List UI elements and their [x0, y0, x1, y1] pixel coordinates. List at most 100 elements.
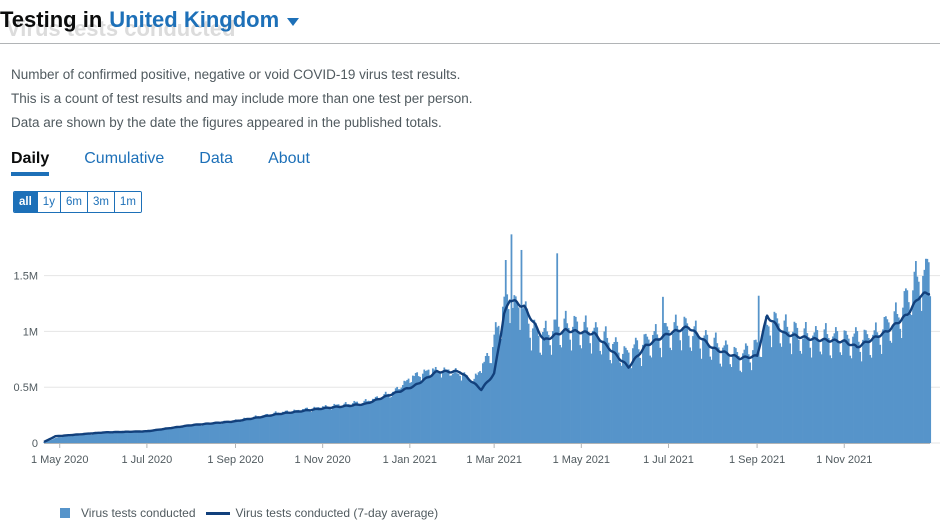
daily-bar	[534, 322, 537, 443]
daily-bar	[506, 294, 509, 443]
daily-bar	[410, 382, 413, 443]
daily-bar	[897, 317, 900, 443]
daily-bar	[270, 415, 273, 443]
daily-bar	[783, 320, 786, 443]
tab-data[interactable]: Data	[199, 150, 234, 167]
daily-bar	[260, 418, 263, 443]
daily-bar	[279, 415, 281, 443]
daily-bar	[84, 434, 87, 443]
daily-bar	[129, 431, 131, 443]
daily-bar	[917, 281, 920, 443]
daily-bar	[391, 391, 394, 443]
daily-bar	[617, 352, 620, 443]
title-prefix: Testing in	[0, 7, 103, 32]
range-1y-button[interactable]: 1y	[37, 192, 61, 212]
daily-bar	[769, 335, 772, 443]
daily-bar	[925, 258, 927, 443]
daily-bar	[703, 335, 706, 443]
daily-bar	[589, 343, 591, 443]
daily-bar	[694, 320, 697, 443]
daily-bar	[553, 319, 556, 443]
daily-bar	[143, 430, 146, 443]
daily-bar	[846, 334, 849, 443]
daily-bar	[660, 357, 663, 443]
daily-bar	[337, 404, 340, 443]
range-6m-button[interactable]: 6m	[60, 192, 88, 212]
daily-bar	[903, 291, 906, 443]
daily-bar	[540, 354, 543, 443]
daily-bar	[194, 423, 197, 443]
tests-chart[interactable]: 0 0.5M 1M 1.5M 1 May 2020 1 Jul 2020 1 Sep 20…	[0, 224, 940, 474]
daily-bar	[283, 412, 286, 443]
daily-bar	[244, 418, 247, 443]
card-description: Number of confirmed positive, negative o…	[11, 63, 473, 135]
daily-bar	[637, 349, 640, 443]
daily-bar	[297, 409, 300, 443]
daily-bar	[829, 355, 832, 443]
daily-bar	[373, 399, 376, 443]
daily-bar	[756, 342, 759, 443]
daily-bar	[604, 326, 607, 443]
daily-bar	[482, 363, 484, 443]
daily-bar	[186, 425, 188, 443]
daily-bar	[400, 387, 403, 443]
area-selector[interactable]: United Kingdom	[109, 7, 280, 32]
daily-bar	[296, 410, 298, 443]
daily-bar	[249, 419, 251, 443]
daily-bar	[459, 375, 461, 443]
daily-bar	[309, 410, 311, 443]
daily-bar	[516, 301, 519, 443]
daily-bar	[170, 428, 173, 443]
tab-cumulative[interactable]: Cumulative	[84, 150, 165, 167]
daily-bar	[54, 437, 57, 443]
daily-bar	[103, 432, 106, 443]
daily-bar	[371, 398, 374, 443]
daily-bar	[679, 340, 681, 443]
range-1m-button[interactable]: 1m	[114, 192, 141, 212]
daily-bar	[915, 261, 917, 443]
daily-bar	[336, 404, 339, 443]
daily-bar	[107, 432, 110, 443]
daily-bar	[80, 435, 83, 443]
tab-about[interactable]: About	[268, 150, 310, 167]
daily-bar	[500, 338, 503, 443]
daily-bar	[767, 326, 770, 443]
daily-bar	[353, 400, 356, 443]
ghost-title: Virus tests conducted	[6, 16, 236, 41]
daily-bar	[722, 347, 724, 443]
daily-bar	[311, 408, 314, 443]
daily-bar	[837, 341, 840, 443]
range-3m-button[interactable]: 3m	[87, 192, 115, 212]
daily-bar	[193, 424, 196, 443]
average-line	[43, 291, 931, 443]
daily-bar	[656, 334, 659, 443]
daily-bar	[612, 343, 614, 443]
range-all-button[interactable]: all	[14, 192, 38, 212]
daily-bar	[890, 342, 893, 443]
daily-bar	[730, 366, 733, 443]
daily-bar	[226, 421, 228, 443]
daily-bar	[539, 352, 541, 443]
daily-bar	[773, 311, 776, 443]
daily-bar	[246, 417, 248, 443]
daily-bar	[190, 426, 193, 443]
daily-bar	[922, 275, 924, 443]
tab-daily[interactable]: Daily	[11, 150, 50, 176]
daily-bar	[644, 333, 647, 443]
daily-bar	[602, 340, 604, 443]
daily-bar	[866, 334, 869, 443]
daily-bar	[704, 330, 707, 443]
daily-bar	[363, 400, 366, 443]
daily-bar	[197, 424, 200, 443]
daily-bar	[479, 371, 481, 443]
daily-bar	[407, 378, 410, 443]
daily-bar	[696, 332, 699, 443]
daily-bar	[450, 375, 453, 443]
daily-bar	[327, 406, 330, 443]
timespan-selector: all 1y 6m 3m 1m	[13, 191, 142, 213]
daily-bar	[356, 401, 359, 443]
daily-bar	[669, 347, 671, 443]
daily-bar	[876, 332, 879, 443]
chevron-down-icon[interactable]	[287, 17, 300, 26]
daily-bar	[757, 295, 760, 443]
